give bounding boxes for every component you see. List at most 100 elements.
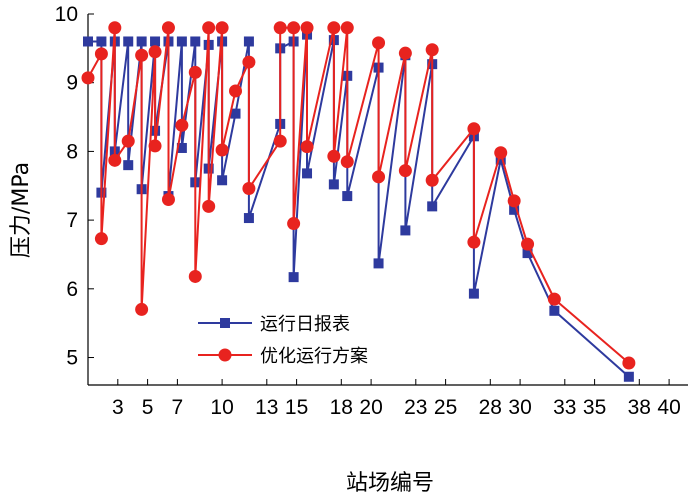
data-point	[121, 134, 135, 148]
data-point	[507, 194, 521, 208]
data-point	[328, 179, 339, 190]
y-axis-title: 压力/MPa	[9, 162, 34, 258]
data-point	[242, 55, 256, 69]
x-tick-label: 13	[255, 396, 278, 419]
data-point	[175, 118, 189, 132]
data-point	[398, 46, 412, 60]
data-point	[287, 21, 301, 35]
data-point	[217, 175, 228, 186]
data-point	[509, 204, 520, 215]
data-point	[495, 154, 506, 165]
x-tick-label: 25	[434, 396, 457, 419]
x-tick-label: 30	[508, 396, 531, 419]
data-point	[340, 155, 354, 169]
data-point	[123, 160, 134, 171]
data-point	[427, 201, 438, 212]
series-layer	[81, 21, 636, 382]
data-point	[202, 199, 216, 213]
data-point	[123, 36, 134, 47]
data-point	[229, 84, 243, 98]
data-point	[135, 48, 149, 62]
data-point	[342, 191, 353, 202]
x-tick-label: 28	[479, 396, 502, 419]
data-point	[425, 43, 439, 57]
y-ticks: 5 6 7 8 9 10	[55, 3, 94, 370]
legend: 运行日报表 优化运行方案	[198, 314, 368, 367]
y-tick-label: 9	[66, 72, 78, 95]
data-point	[273, 21, 287, 35]
x-tick-label: 33	[553, 396, 576, 419]
x-tick-label: 35	[583, 396, 606, 419]
data-point	[300, 21, 314, 35]
data-point	[136, 36, 147, 47]
data-point	[135, 302, 149, 316]
data-point	[94, 232, 108, 246]
y-tick-label: 10	[55, 3, 78, 26]
x-tick-label: 10	[210, 396, 233, 419]
data-point	[302, 168, 313, 179]
legend-label-daily-report: 运行日报表	[260, 314, 350, 335]
data-point	[188, 269, 202, 283]
x-tick-label: 5	[142, 396, 154, 419]
data-point	[188, 65, 202, 79]
x-axis-title: 站场编号	[346, 471, 434, 496]
data-point	[108, 21, 122, 35]
data-point	[288, 272, 299, 283]
data-point	[287, 217, 301, 231]
data-point	[623, 371, 634, 382]
x-tick-label: 40	[657, 396, 680, 419]
data-point	[622, 356, 636, 370]
data-point	[150, 36, 161, 47]
data-point	[94, 47, 108, 61]
data-point	[243, 213, 254, 224]
data-point	[176, 142, 187, 153]
data-point	[81, 71, 95, 85]
x-tick-label: 7	[172, 396, 184, 419]
y-tick-label: 7	[66, 209, 78, 232]
data-point	[327, 149, 341, 163]
x-tick-label: 23	[404, 396, 427, 419]
data-point	[230, 108, 241, 119]
data-point	[327, 21, 341, 35]
y-tick-label: 8	[66, 140, 78, 163]
data-point	[340, 21, 354, 35]
data-point	[425, 173, 439, 187]
x-tick-label: 3	[112, 396, 124, 419]
x-tick-label: 20	[359, 396, 382, 419]
data-point	[300, 140, 314, 154]
data-point	[400, 225, 411, 236]
y-tick-label: 6	[66, 278, 78, 301]
data-point	[83, 36, 93, 47]
data-point	[161, 193, 175, 206]
legend-label-optimized-plan: 优化运行方案	[260, 346, 368, 367]
y-tick-label: 5	[66, 347, 78, 370]
data-point	[521, 237, 535, 251]
data-point	[96, 36, 107, 47]
data-point	[108, 153, 122, 167]
data-point	[176, 36, 187, 47]
series-0	[83, 29, 634, 382]
data-point	[148, 139, 162, 153]
x-tick-label: 38	[628, 396, 651, 419]
data-point	[190, 36, 201, 47]
data-point	[161, 21, 175, 35]
data-point	[215, 143, 229, 157]
legend-marker-optimized-plan	[218, 348, 232, 362]
x-tick-label: 18	[330, 396, 353, 419]
x-ticks: 3 5 7 10 13 15 18 20 23 25 28 30 33 35 38 40	[112, 379, 681, 419]
data-point	[215, 21, 229, 35]
data-point	[273, 134, 287, 148]
data-point	[522, 248, 533, 259]
data-point	[549, 305, 560, 316]
data-point	[202, 21, 216, 35]
data-point	[243, 36, 254, 47]
data-point	[467, 235, 481, 249]
axes	[87, 14, 688, 386]
data-point	[398, 164, 412, 178]
data-point	[148, 45, 162, 59]
data-point	[467, 122, 481, 136]
data-point	[372, 170, 386, 184]
data-point	[372, 36, 386, 50]
data-point	[242, 182, 256, 196]
